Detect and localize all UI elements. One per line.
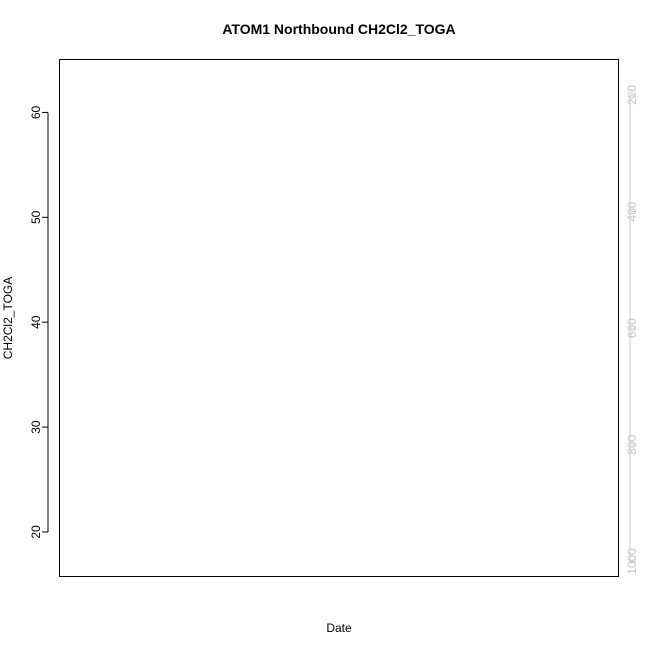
y-tick-label: 60 bbox=[29, 105, 43, 119]
right-tick-label: 400 bbox=[625, 201, 639, 221]
x-axis-label: Date bbox=[326, 621, 352, 635]
chart-title: ATOM1 Northbound CH2Cl2_TOGA bbox=[222, 21, 455, 37]
right-tick-label: 1000 bbox=[625, 548, 639, 575]
y-axis: 20 30 40 50 60 bbox=[29, 105, 49, 539]
right-tick-label: 800 bbox=[625, 434, 639, 454]
right-tick-label: 600 bbox=[625, 318, 639, 338]
y-tick-label: 40 bbox=[29, 315, 43, 329]
y-axis-label: CH2Cl2_TOGA bbox=[1, 277, 15, 359]
right-tick-label: 200 bbox=[625, 85, 639, 105]
y-tick-label: 30 bbox=[29, 420, 43, 434]
plot-frame bbox=[59, 59, 619, 577]
y-tick-label: 20 bbox=[29, 525, 43, 539]
y-tick-label: 50 bbox=[29, 210, 43, 224]
right-axis: 200 400 600 800 1000 bbox=[625, 85, 639, 575]
